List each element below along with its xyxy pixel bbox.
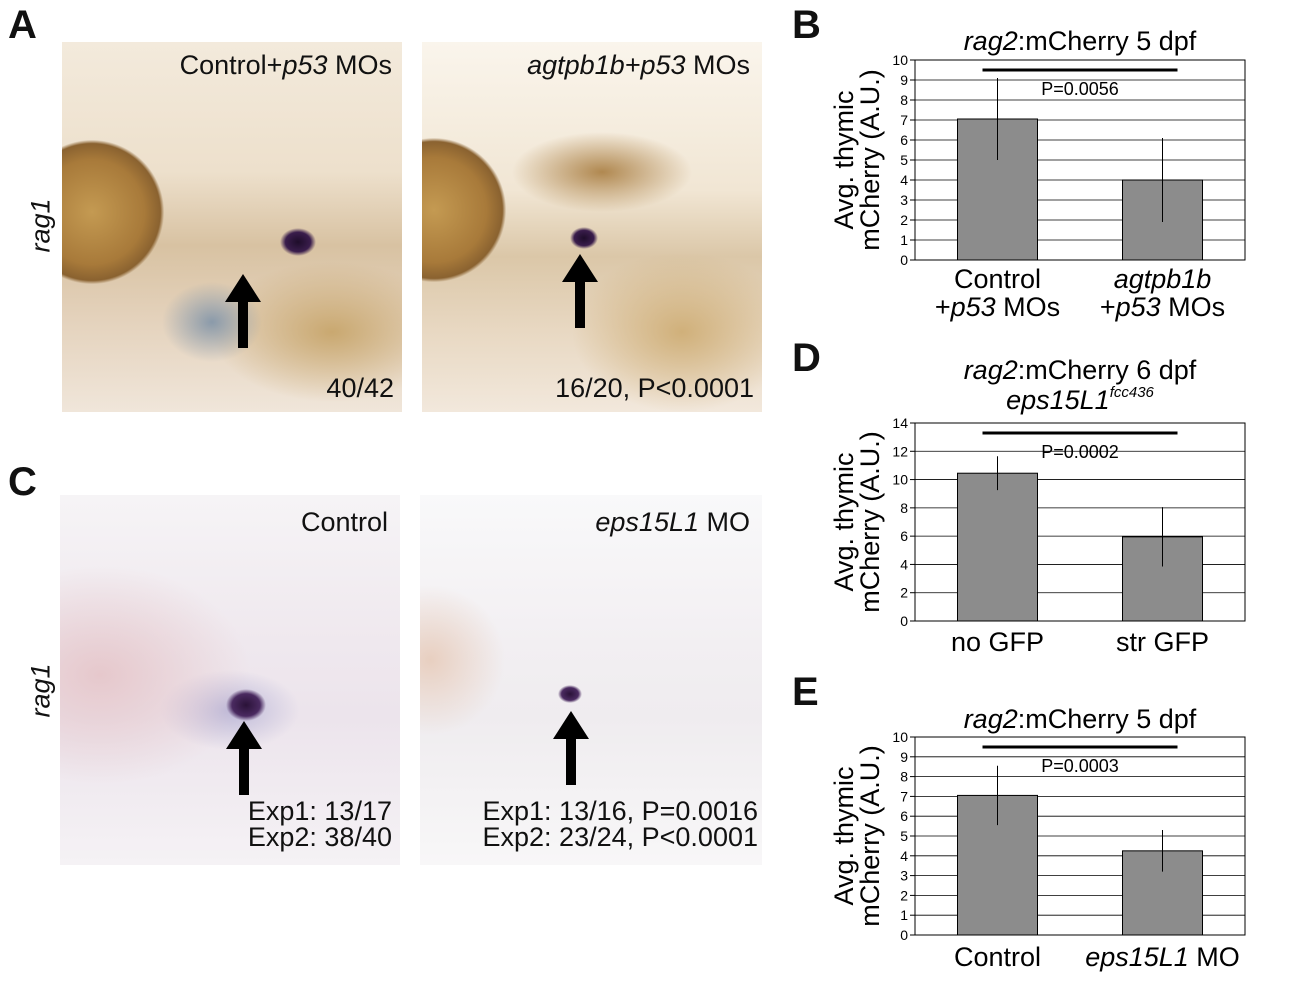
y-tick-label: 7 <box>900 788 908 804</box>
agtpb1b-p53-label: agtpb1b+p53 MOs <box>527 50 750 80</box>
control-p53-label: Control+p53 MOs <box>179 50 392 80</box>
agtpb1b-p53-count: 16/20, P<0.0001 <box>555 373 754 403</box>
x-category-label: agtpb1b <box>1114 264 1212 294</box>
y-tick-label: 1 <box>900 232 908 248</box>
eps15l1-mo-label: eps15L1 MO <box>595 507 750 537</box>
y-tick-label: 1 <box>900 907 908 923</box>
y-axis-label-line1: Avg. thymic <box>829 90 859 229</box>
y-axis-label-line1: Avg. thymic <box>829 766 859 905</box>
x-category-label: eps15L1 MO <box>1085 942 1240 972</box>
chart-title: rag2:mCherry 5 dpf <box>964 704 1197 734</box>
y-tick-label: 8 <box>900 500 908 516</box>
y-tick-label: 14 <box>892 415 908 431</box>
y-tick-label: 0 <box>900 927 908 943</box>
panel-letter-e: E <box>792 670 819 714</box>
y-tick-label: 0 <box>900 252 908 268</box>
p-value-label: P=0.0056 <box>1041 79 1119 99</box>
x-category-label: Control <box>954 942 1041 972</box>
y-tick-label: 10 <box>892 729 908 745</box>
bar <box>957 472 1038 622</box>
y-tick-label: 9 <box>900 749 908 765</box>
p-value-label: P=0.0003 <box>1041 756 1119 776</box>
arrow-icon <box>553 711 589 785</box>
p-value-label: P=0.0002 <box>1041 442 1119 462</box>
y-axis-label-line2: mCherry (A.U.) <box>855 69 885 251</box>
y-tick-label: 6 <box>900 808 908 824</box>
y-tick-label: 4 <box>900 848 908 864</box>
arrow-icon <box>226 721 262 795</box>
y-axis-label-line2: mCherry (A.U.) <box>855 745 885 927</box>
control-label: Control <box>300 507 388 537</box>
x-category-label-line2: +p53 MOs <box>935 292 1060 322</box>
y-tick-label: 5 <box>900 152 908 168</box>
y-tick-label: 10 <box>892 52 908 68</box>
panel-letter-d: D <box>792 336 821 380</box>
y-tick-label: 6 <box>900 132 908 148</box>
y-tick-label: 6 <box>900 528 908 544</box>
panel-letter-b: B <box>792 3 821 47</box>
y-axis-label-line1: Avg. thymic <box>829 452 859 591</box>
y-tick-label: 12 <box>892 443 908 459</box>
y-axis-label-line2: mCherry (A.U.) <box>855 431 885 613</box>
y-tick-label: 5 <box>900 828 908 844</box>
embryo-photo-control-p53: Control+p53 MOs 40/42 <box>62 42 402 412</box>
x-category-label: str GFP <box>1116 627 1209 657</box>
y-tick-label: 4 <box>900 556 908 572</box>
arrow-icon <box>225 274 261 348</box>
rag1-label-c: rag1 <box>25 663 56 718</box>
y-tick-label: 3 <box>900 868 908 884</box>
eps15l1-count-exp2: Exp2: 23/24, P<0.0001 <box>482 822 758 852</box>
y-tick-label: 8 <box>900 92 908 108</box>
embryo-photo-agtpb1b-p53: agtpb1b+p53 MOs 16/20, P<0.0001 <box>422 42 762 412</box>
y-tick-label: 2 <box>900 887 908 903</box>
control-p53-count: 40/42 <box>326 373 394 403</box>
chart-title: rag2:mCherry 5 dpf <box>964 26 1197 56</box>
control-count-exp2: Exp2: 38/40 <box>247 822 392 852</box>
y-tick-label: 8 <box>900 769 908 785</box>
x-category-label: Control <box>954 264 1041 294</box>
x-category-label: no GFP <box>951 627 1044 657</box>
rag1-label-a: rag1 <box>25 198 56 253</box>
embryo-photo-eps15l1-mo: eps15L1 MO Exp1: 13/16, P=0.0016 Exp2: 2… <box>420 495 762 865</box>
bar-chart-d: 0 2 4 6 8 10 12 14 P=0.0002 rag2:mCherry 6 dpfeps… <box>829 355 1246 657</box>
bar-chart-b: 0 1 2 3 4 5 6 7 8 9 10 P=0.0056 rag2:mCherry 5 dpf Av… <box>829 26 1246 322</box>
eps15l1-count-exp1: Exp1: 13/16, P=0.0016 <box>482 796 758 826</box>
panel-letter-c: C <box>8 460 37 504</box>
y-tick-label: 7 <box>900 112 908 128</box>
y-tick-label: 4 <box>900 172 908 188</box>
arrow-icon <box>562 254 598 328</box>
y-tick-label: 10 <box>892 472 908 488</box>
chart-subtitle: eps15L1fcc436 <box>1006 384 1154 415</box>
x-category-label-line2: +p53 MOs <box>1100 292 1225 322</box>
y-tick-label: 9 <box>900 72 908 88</box>
control-count-exp1: Exp1: 13/17 <box>247 796 392 826</box>
chart-title: rag2:mCherry 6 dpf <box>964 355 1197 385</box>
y-tick-label: 0 <box>900 613 908 629</box>
bar-chart-e: 0 1 2 3 4 5 6 7 8 9 10 P=0.0003 rag2:mCherry 5 dpf Av… <box>829 704 1246 972</box>
y-tick-label: 2 <box>900 212 908 228</box>
y-tick-label: 3 <box>900 192 908 208</box>
y-tick-label: 2 <box>900 585 908 601</box>
panel-letter-a: A <box>8 3 37 47</box>
embryo-photo-control: Control Exp1: 13/17 Exp2: 38/40 <box>60 495 400 865</box>
